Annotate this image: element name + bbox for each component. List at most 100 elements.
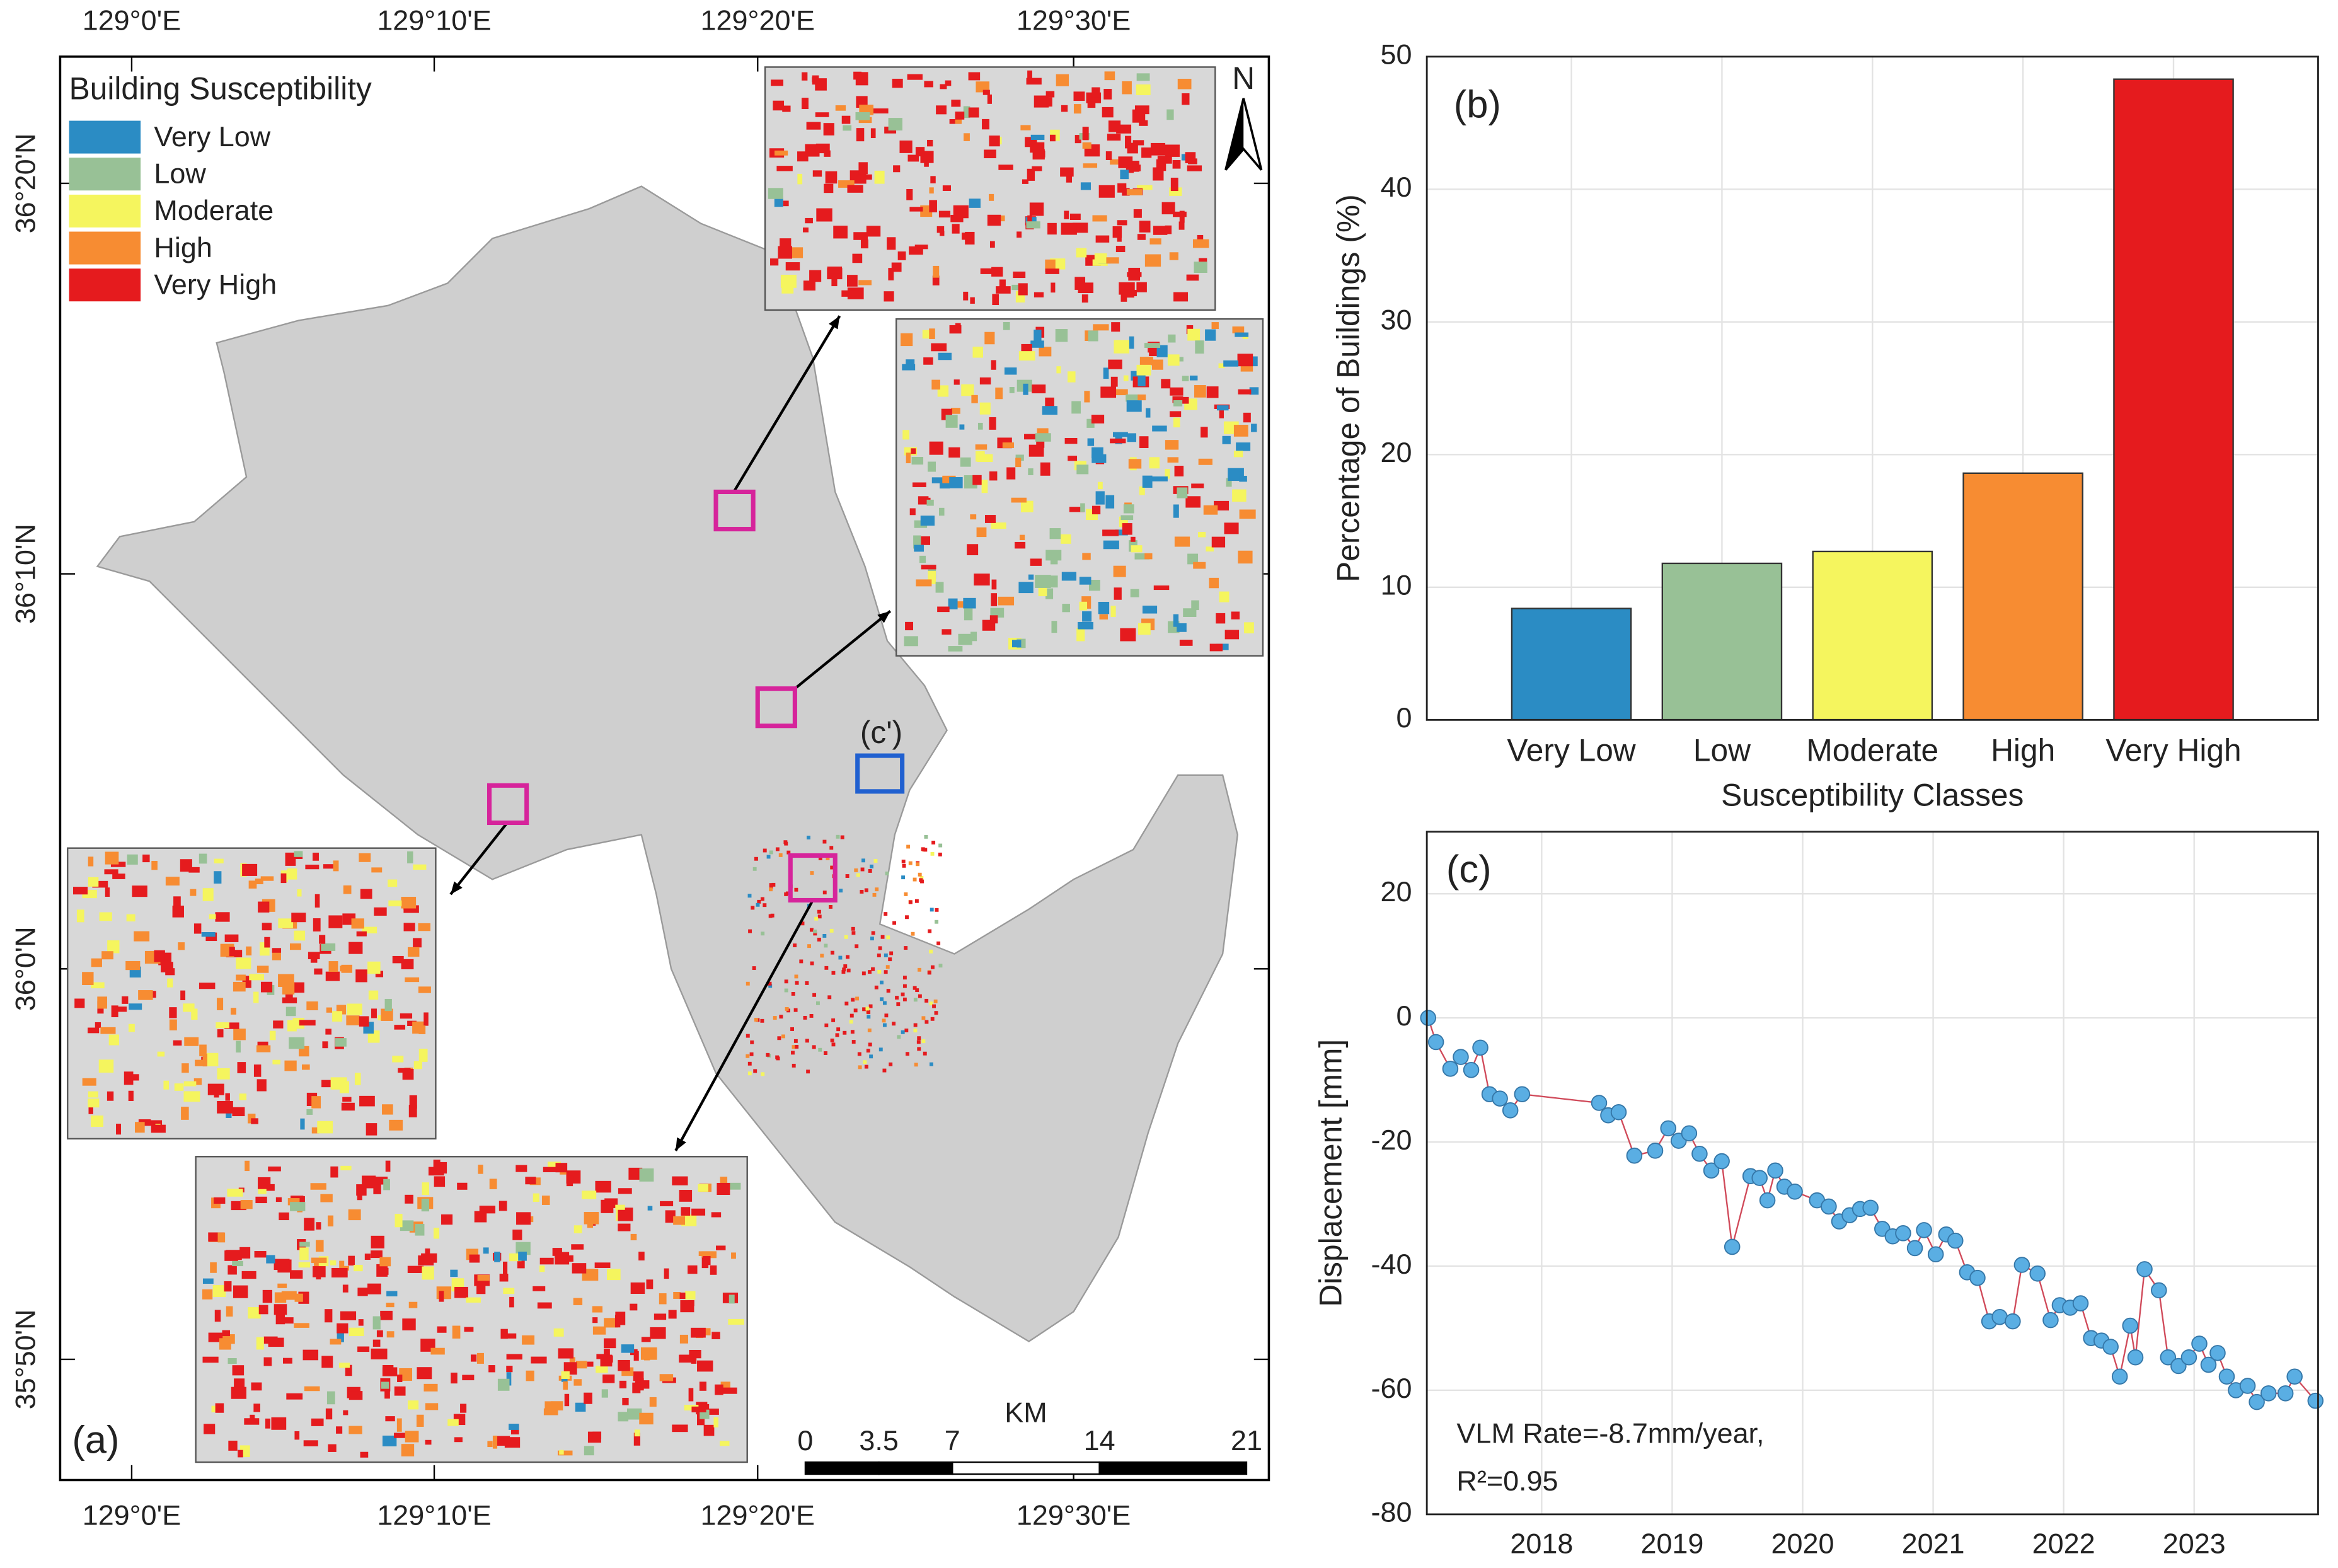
building-speck — [911, 931, 915, 936]
inset-building — [396, 1418, 402, 1432]
building-speck — [793, 1008, 798, 1012]
inset-building — [193, 1078, 202, 1085]
inset-building — [1126, 394, 1139, 402]
inset-building — [1170, 411, 1182, 417]
inset-building — [434, 1176, 446, 1187]
inset-building — [336, 1426, 343, 1434]
inset-building — [294, 1323, 309, 1328]
inset-building — [183, 1081, 197, 1087]
building-speck — [901, 992, 905, 996]
inset-building — [720, 1177, 728, 1185]
data-point — [2249, 1393, 2265, 1410]
building-speck — [786, 850, 791, 855]
inset-building — [1018, 283, 1028, 296]
building-speck — [934, 1011, 938, 1015]
inset-building — [853, 232, 868, 240]
building-speck — [822, 933, 827, 938]
inset-building — [394, 1025, 406, 1030]
inset-building — [287, 1198, 300, 1206]
scale-tick-label: 0 — [797, 1424, 813, 1456]
inset-building — [681, 1214, 697, 1226]
inset-building — [232, 1365, 245, 1376]
inset-building — [1139, 486, 1145, 495]
inset-building — [855, 72, 868, 86]
inset-building — [704, 1328, 711, 1335]
inset-building — [872, 108, 889, 114]
building-speck — [867, 1028, 872, 1032]
data-point — [1916, 1222, 1932, 1238]
building-speck — [750, 1040, 754, 1044]
inset-building — [275, 1197, 282, 1202]
inset-building — [1239, 475, 1247, 482]
building-speck — [892, 921, 897, 925]
inset-building — [902, 430, 909, 440]
inset-building — [575, 1361, 587, 1369]
inset-building — [962, 233, 972, 240]
inset-building — [972, 347, 983, 358]
building-speck — [928, 929, 932, 933]
inset-building — [214, 1197, 226, 1204]
inset-building — [284, 1060, 297, 1071]
inset-building — [984, 515, 996, 523]
legend-label: Low — [154, 157, 206, 189]
x-tick-label: Very High — [2105, 732, 2241, 768]
inset-building — [809, 270, 822, 282]
building-speck — [785, 1006, 789, 1011]
inset-building — [659, 1293, 667, 1305]
inset-building — [584, 1392, 592, 1404]
building-speck — [820, 954, 824, 958]
north-label: N — [1232, 61, 1255, 96]
inset-building — [474, 1211, 487, 1223]
inset-building — [855, 112, 870, 120]
inset-building — [376, 1330, 383, 1337]
inset-building — [228, 1440, 238, 1451]
building-speck — [924, 998, 929, 1003]
inset-building — [315, 1240, 324, 1252]
inset-building — [780, 274, 797, 288]
inset-building — [1080, 503, 1085, 512]
inset-building — [1232, 326, 1245, 333]
inset-building — [195, 1059, 207, 1066]
inset-building — [533, 1193, 539, 1202]
inset-building — [300, 1118, 305, 1130]
inset-building — [1122, 81, 1132, 95]
inset-building — [1226, 478, 1232, 487]
inset-building — [255, 879, 263, 885]
inset-building — [812, 170, 822, 177]
data-point — [2200, 1356, 2217, 1373]
x-tick-label: 2019 — [1640, 1527, 1703, 1559]
inset-building — [1020, 125, 1031, 130]
legend-label: High — [154, 231, 212, 263]
inset-building — [262, 923, 272, 931]
inset-building — [128, 1023, 135, 1032]
scale-segment — [1098, 1461, 1248, 1475]
inset-building — [1139, 221, 1151, 233]
inset-building — [1087, 438, 1095, 446]
inset-building — [953, 205, 969, 219]
inset-building — [639, 1412, 654, 1425]
building-speck — [827, 995, 832, 1000]
inset-building — [1091, 87, 1100, 98]
inset-building — [1103, 540, 1119, 550]
inset-building — [1120, 628, 1136, 642]
inset-building — [870, 128, 876, 139]
inset-building — [416, 1414, 424, 1427]
inset-building — [555, 1252, 570, 1265]
callout-arrow — [732, 315, 841, 493]
inset-building — [1133, 209, 1142, 218]
building-speck — [810, 871, 814, 875]
lat-label: 35°50'N — [9, 1309, 41, 1409]
inset-building — [958, 633, 972, 645]
inset-building — [1019, 534, 1025, 541]
inset-building — [201, 932, 216, 937]
inset-building — [963, 291, 969, 301]
building-speck — [884, 912, 888, 916]
inset-building — [888, 118, 902, 131]
inset-building — [976, 81, 990, 93]
inset-building — [253, 991, 259, 1003]
inset-building — [1153, 585, 1170, 591]
inset-building — [1064, 210, 1069, 219]
inset-building — [1149, 238, 1161, 245]
inset-building — [335, 1038, 347, 1047]
inset-building — [97, 996, 107, 1009]
